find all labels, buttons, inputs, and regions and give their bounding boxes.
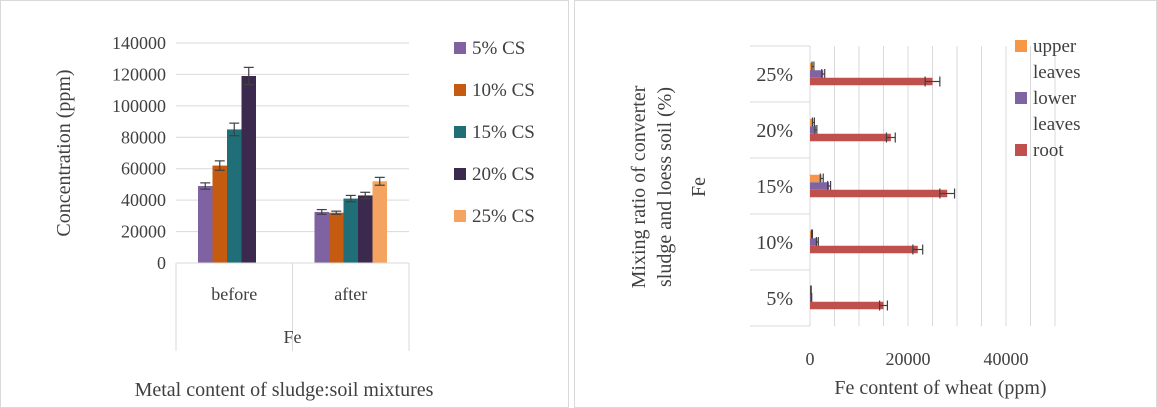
y-axis-title-line-2: sludge and loess soil (%) bbox=[654, 87, 676, 287]
bar bbox=[810, 174, 822, 183]
y-tick-label: 100000 bbox=[112, 96, 166, 116]
y-tick-label: 20000 bbox=[121, 222, 166, 242]
y-category-label: 15% bbox=[756, 176, 793, 198]
x-category-label: after bbox=[334, 284, 367, 304]
y-axis-title: Concentration (ppm) bbox=[53, 69, 75, 236]
y-tick-label: 0 bbox=[157, 253, 166, 273]
bar bbox=[810, 245, 918, 254]
y-category-label: 10% bbox=[756, 232, 793, 254]
y-category-label: 25% bbox=[756, 64, 793, 86]
chart-title: Metal content of sludge:soil mixtures bbox=[135, 379, 434, 401]
y-tick-label: 80000 bbox=[121, 127, 166, 147]
bar bbox=[810, 70, 824, 78]
x-axis-title: Fe content of wheat (ppm) bbox=[834, 377, 1046, 399]
legend-swatch bbox=[454, 168, 466, 180]
legend-swatch bbox=[1015, 40, 1027, 52]
x-category-label: before bbox=[211, 284, 257, 304]
bar bbox=[810, 118, 814, 127]
bar bbox=[810, 77, 933, 86]
bar bbox=[314, 211, 329, 263]
left-chart-svg: 0 20000 40000 60000 80000 100000 120000 140000 C… bbox=[53, 33, 535, 401]
bar bbox=[358, 195, 373, 263]
y-tick-label: 60000 bbox=[121, 159, 166, 179]
y-category-label: 20% bbox=[756, 120, 793, 142]
legend-swatch bbox=[454, 210, 466, 222]
y-tick-label: 140000 bbox=[112, 33, 166, 53]
y-axis-title-line-1: Mixing ratio of converter bbox=[628, 85, 650, 288]
legend-swatch bbox=[454, 126, 466, 138]
legend-label: root bbox=[1033, 140, 1064, 161]
x-tick-label: 20000 bbox=[886, 349, 931, 369]
legend-label: lower bbox=[1033, 88, 1077, 109]
bar bbox=[810, 182, 830, 190]
y-tick-label: 40000 bbox=[121, 190, 166, 210]
bar bbox=[810, 189, 948, 198]
group-label: Fe bbox=[284, 327, 302, 347]
legend-swatch bbox=[1015, 92, 1027, 104]
legend-label: 15% CS bbox=[472, 122, 535, 143]
bar bbox=[810, 133, 891, 142]
bar bbox=[810, 126, 816, 134]
legend-swatch bbox=[454, 42, 466, 54]
legend-label: 10% CS bbox=[472, 80, 535, 101]
legend-label: leaves bbox=[1033, 114, 1080, 135]
y-tick-label: 120000 bbox=[112, 64, 166, 84]
legend-swatch bbox=[454, 84, 466, 96]
bar bbox=[810, 238, 818, 246]
group-label: Fe bbox=[688, 177, 710, 197]
legend-label: upper bbox=[1033, 36, 1077, 57]
bar bbox=[241, 76, 256, 263]
bar bbox=[198, 186, 213, 263]
legend-swatch bbox=[1015, 144, 1027, 156]
legend-label: 25% CS bbox=[472, 206, 535, 227]
bar bbox=[212, 165, 227, 263]
bar bbox=[329, 212, 344, 263]
right-chart-svg: 0 20000 40000 Fe content of wheat (ppm) 25% 2… bbox=[628, 36, 1080, 399]
bar bbox=[343, 198, 358, 263]
bar bbox=[810, 301, 884, 310]
left-chart-panel: 0 20000 40000 60000 80000 100000 120000 140000 C… bbox=[0, 0, 569, 408]
bar bbox=[372, 181, 387, 263]
x-tick-label: 0 bbox=[806, 349, 815, 369]
x-tick-label: 40000 bbox=[984, 349, 1029, 369]
bar bbox=[227, 129, 242, 263]
legend-label: 5% CS bbox=[472, 38, 525, 59]
legend-label: leaves bbox=[1033, 62, 1080, 83]
right-chart-panel: 0 20000 40000 Fe content of wheat (ppm) 25% 2… bbox=[574, 0, 1157, 408]
legend-label: 20% CS bbox=[472, 164, 535, 185]
y-category-label: 5% bbox=[766, 288, 793, 310]
